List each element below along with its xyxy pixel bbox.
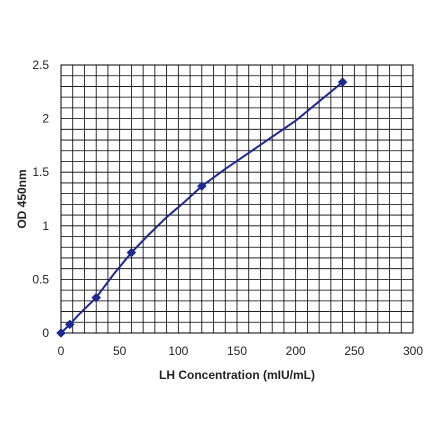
y-tick-label: 2.5 — [32, 58, 49, 72]
data-point-marker — [64, 319, 75, 330]
x-tick-label: 0 — [58, 344, 65, 358]
y-tick-label: 1 — [42, 219, 49, 233]
data-point-marker — [337, 77, 348, 88]
x-axis-ticks: 0 50 100 150 200 250 300 — [58, 344, 424, 358]
x-tick-label: 100 — [168, 344, 188, 358]
data-point-marker — [196, 181, 207, 191]
x-tick-label: 250 — [344, 344, 364, 358]
data-point-marker — [91, 292, 102, 303]
x-tick-label: 50 — [113, 344, 127, 358]
x-tick-label: 300 — [403, 344, 423, 358]
data-point-marker — [56, 328, 66, 338]
y-tick-label: 0 — [42, 326, 49, 340]
series-markers — [56, 77, 348, 338]
chart-grid — [60, 64, 414, 334]
y-tick-label: 2 — [42, 112, 49, 126]
plot-area-frame — [60, 64, 414, 334]
y-tick-label: 1.5 — [32, 165, 49, 179]
y-axis-title: OD 450nm — [15, 169, 29, 228]
series-line — [60, 81, 344, 334]
y-tick-label: 0.5 — [32, 272, 49, 286]
x-axis-title: LH Concentration (mIU/mL) — [159, 368, 315, 382]
x-tick-label: 200 — [286, 344, 306, 358]
x-tick-label: 150 — [227, 344, 247, 358]
y-axis-ticks: 0 0.5 1 1.5 2 2.5 — [32, 58, 49, 340]
data-point-marker — [126, 247, 137, 258]
